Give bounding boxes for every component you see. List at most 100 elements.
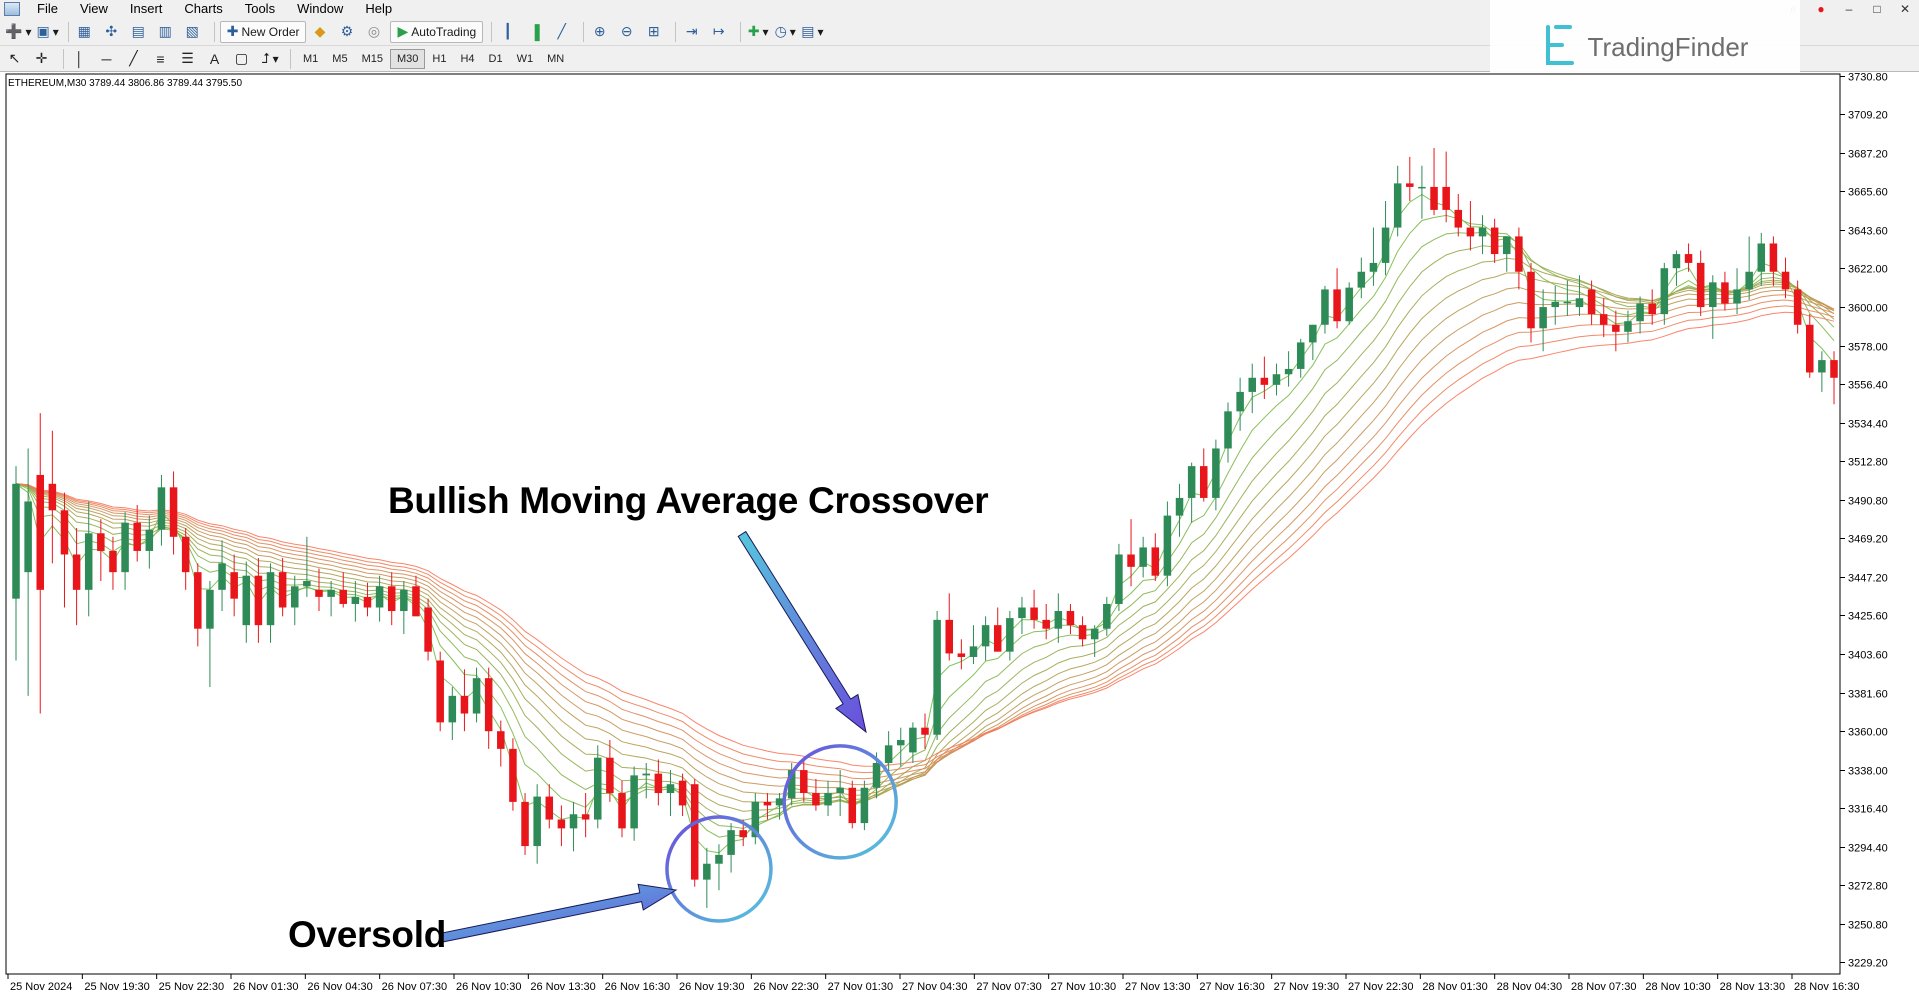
bar-chart-icon[interactable]: ┃ (503, 23, 512, 39)
candle-body (933, 619, 941, 735)
menu-file[interactable]: File (37, 1, 58, 16)
timeframe-m5[interactable]: M5 (332, 52, 348, 65)
text-label-icon[interactable]: ▢ (234, 50, 249, 66)
candle-body (1660, 268, 1669, 315)
candle-body (606, 757, 614, 794)
signals-icon[interactable]: ⚙ (340, 23, 354, 39)
y-tick-label: 3578.00 (1848, 342, 1888, 354)
menu-tools[interactable]: Tools (244, 1, 276, 16)
arrows-icon[interactable]: ⮥ ▾ (261, 50, 279, 66)
candle-body (1224, 411, 1232, 449)
metaeditor-icon[interactable]: ◆ (314, 23, 326, 39)
candle-body (1769, 243, 1778, 272)
candle-body (1684, 254, 1693, 263)
minimize-icon[interactable]: – (1845, 2, 1853, 16)
x-tick-label: 28 Nov 13:30 (1720, 981, 1785, 993)
candle-body (1333, 289, 1341, 322)
market-icon[interactable]: ◎ (367, 23, 381, 39)
candle-body (1418, 186, 1426, 189)
menu-help[interactable]: Help (365, 1, 393, 16)
notifications-icon[interactable]: ● (1817, 2, 1825, 16)
candle-body (1624, 321, 1632, 332)
periods-icon[interactable]: ◷ ▾ (774, 23, 796, 39)
plot-frame (5, 73, 1841, 975)
chart-window[interactable]: 3730.80 3709.20 3687.20 3665.60 3643.60 3622.… (0, 72, 1919, 996)
candle-body (945, 619, 953, 654)
x-tick-label: 26 Nov 07:30 (382, 981, 447, 993)
horizontal-line-icon[interactable]: ─ (101, 50, 112, 67)
candle-body (1187, 466, 1196, 498)
menu-charts[interactable]: Charts (184, 1, 223, 16)
cursor-icon[interactable]: ↖ (8, 50, 21, 66)
new-chart-icon[interactable]: ➕ ▾ (5, 23, 32, 39)
candle-body (581, 814, 590, 820)
auto-trading-button[interactable]: ▶ AutoTrading (390, 20, 484, 43)
price-chart[interactable]: 3730.80 3709.20 3687.20 3665.60 3643.60 3622.… (0, 72, 1919, 996)
vertical-line-icon[interactable]: │ (75, 50, 84, 67)
strategy-tester-icon[interactable]: ▧ (185, 23, 199, 39)
toolbar-divider (213, 21, 215, 42)
candle-body (412, 586, 420, 617)
candle-body (1260, 377, 1269, 385)
candle-body (1151, 547, 1160, 576)
fibonacci-icon[interactable]: ☰ (181, 50, 194, 66)
candle-body (763, 801, 772, 806)
ma-line (15, 311, 1835, 767)
metatrader-app-icon[interactable] (4, 2, 20, 16)
chart-shift-icon[interactable]: ⇥ (685, 23, 698, 39)
profiles-icon[interactable]: ▣ ▾ (36, 23, 59, 39)
candle-body (448, 695, 457, 723)
navigator-icon[interactable]: ▤ (131, 23, 145, 39)
candle-body (1042, 619, 1050, 629)
templates-icon[interactable]: ▤ ▾ (801, 23, 824, 39)
data-window-icon[interactable]: ✣ (105, 23, 118, 39)
autoscroll-icon[interactable]: ↦ (712, 23, 725, 39)
x-tick-label: 28 Nov 16:30 (1794, 981, 1859, 993)
timeframe-m30[interactable]: M30 (389, 48, 426, 69)
candle-body (1345, 287, 1353, 322)
restore-icon[interactable]: □ (1873, 2, 1881, 16)
candle-body (230, 572, 238, 599)
menu-view[interactable]: View (79, 1, 108, 16)
menu-insert[interactable]: Insert (129, 1, 163, 16)
text-icon[interactable]: A (209, 50, 220, 67)
candle-body (484, 678, 493, 732)
terminal-icon[interactable]: ▥ (158, 23, 172, 39)
candle-body (1236, 391, 1244, 412)
x-tick-label: 28 Nov 04:30 (1497, 981, 1562, 993)
zoom-out-icon[interactable]: ⊖ (620, 23, 633, 39)
indicators-icon[interactable]: ✚ ▾ (747, 23, 769, 39)
market-watch-icon[interactable]: ▦ (77, 23, 91, 39)
x-tick-label: 27 Nov 16:30 (1199, 981, 1264, 993)
candle-body (72, 554, 81, 590)
candlestick-chart-icon[interactable]: ▐ (529, 23, 540, 40)
close-icon[interactable]: ✕ (1899, 2, 1911, 16)
line-chart-icon[interactable]: ╱ (557, 23, 566, 39)
menu-window[interactable]: Window (297, 1, 344, 16)
x-tick-label: 26 Nov 04:30 (307, 981, 372, 993)
ma-line (15, 299, 1835, 780)
y-tick-label: 3600.00 (1848, 303, 1888, 315)
tile-windows-icon[interactable]: ⊞ (647, 23, 660, 39)
timeframe-m1[interactable]: M1 (303, 52, 319, 65)
zoom-in-icon[interactable]: ⊕ (593, 23, 606, 39)
new-order-button[interactable]: ✚ New Order (219, 20, 307, 43)
crosshair-icon[interactable]: ✛ (35, 50, 48, 66)
y-tick-label: 3338.00 (1848, 766, 1888, 778)
candle-body (521, 801, 529, 847)
candle-body (739, 830, 747, 838)
timeframe-h4[interactable]: H4 (460, 52, 475, 65)
channel-icon[interactable]: ≡ (156, 50, 165, 67)
candle-body (1357, 271, 1366, 288)
candle-body (1066, 611, 1075, 626)
timeframe-mn[interactable]: MN (547, 52, 565, 65)
chart-symbol-header: ETHEREUM,M30 3789.44 3806.86 3789.44 379… (8, 78, 243, 89)
timeframe-d1[interactable]: D1 (488, 52, 503, 65)
x-tick-label: 27 Nov 13:30 (1125, 981, 1190, 993)
trendline-icon[interactable]: ╱ (129, 50, 138, 66)
timeframe-h1[interactable]: H1 (432, 52, 447, 65)
timeframe-m15[interactable]: M15 (361, 52, 383, 65)
timeframe-w1[interactable]: W1 (516, 52, 534, 65)
candle-body (145, 529, 154, 551)
candle-body (327, 589, 335, 597)
